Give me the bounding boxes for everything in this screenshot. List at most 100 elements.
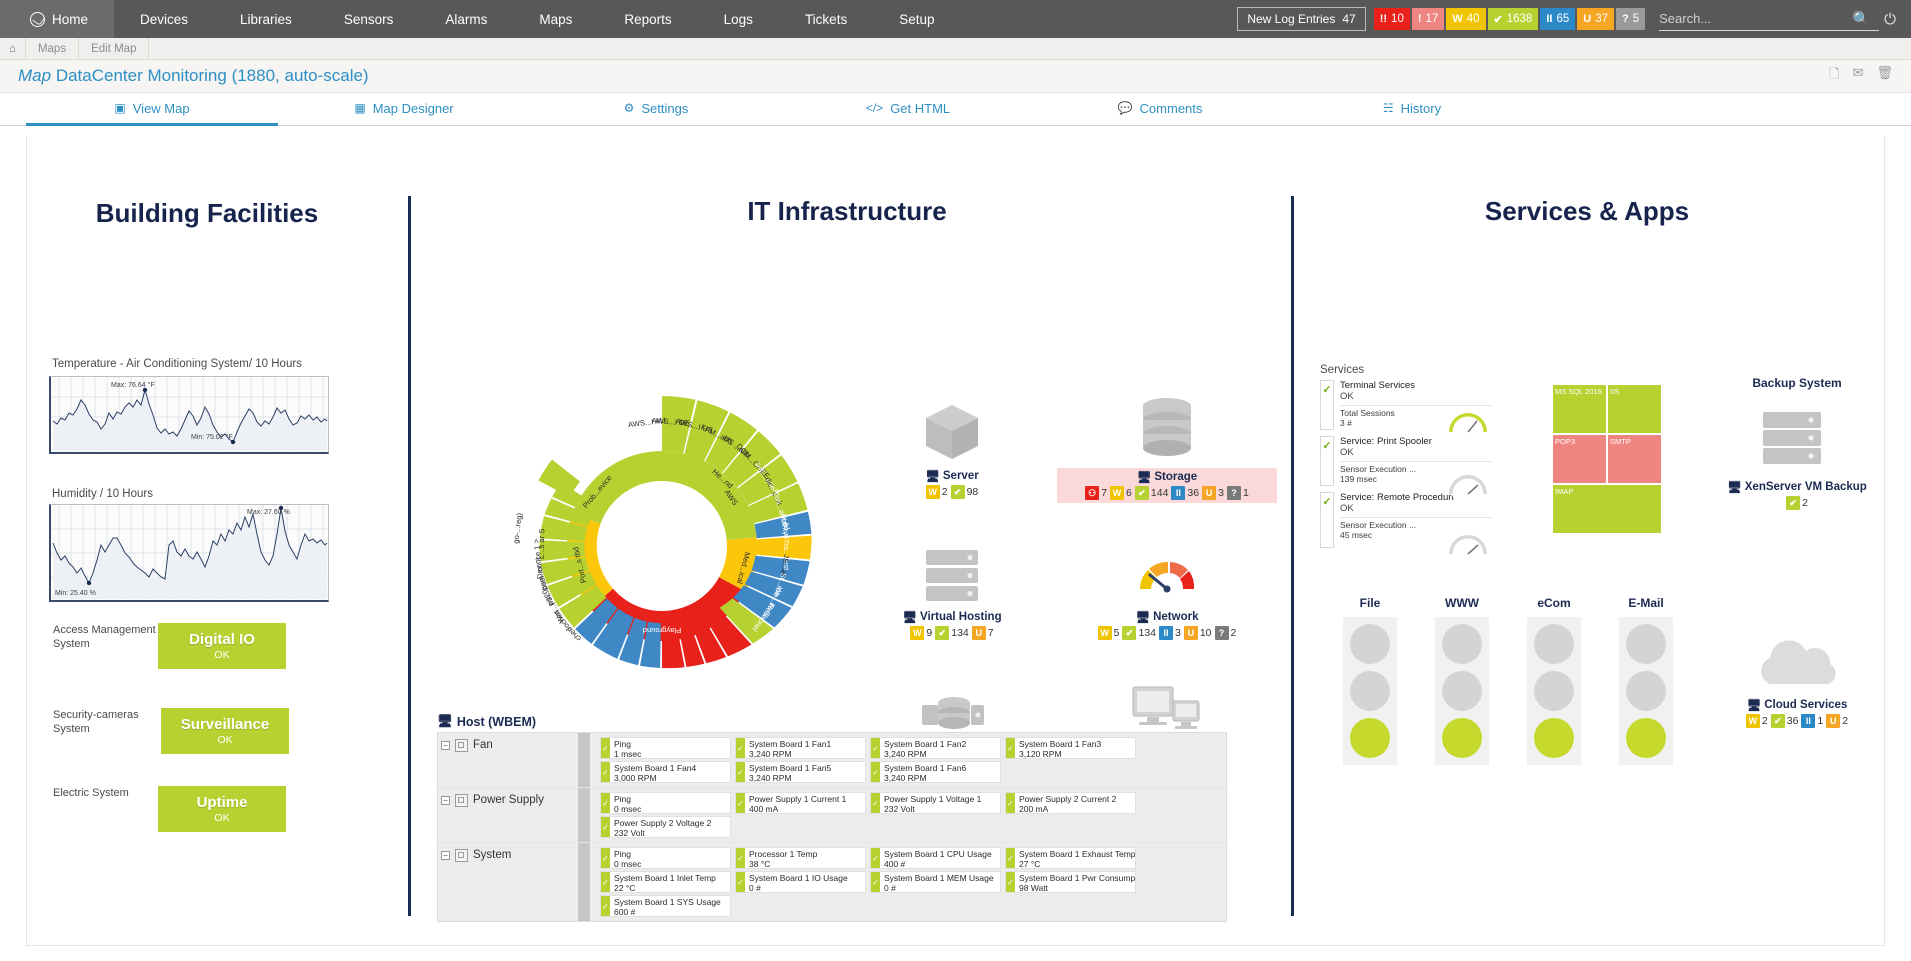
delete-icon[interactable]: 🗑 [1876,65,1893,80]
wbem-group-header-power-supply[interactable]: − Power Supply [438,788,578,842]
status-badge-unknown[interactable]: ? 5 [1615,8,1646,30]
status-badge-paused[interactable]: II 65 [1540,8,1576,30]
sensor-cell[interactable]: ✓ System Board 1 SYS Usage 600 # [600,895,731,917]
status-dot[interactable] [1442,718,1482,758]
sunburst-outer-chen[interactable] [559,585,607,628]
tile-surveillance[interactable]: Surveillance OK [161,708,289,754]
service-item-terminal-services[interactable]: ✓ Terminal Services OK Total Sessions 3 … [1320,380,1492,430]
expander-icon-fan[interactable]: − [441,741,450,750]
status-dot[interactable] [1534,718,1574,758]
sensor-cell[interactable]: ✓ Power Supply 2 Voltage 2 232 Volt [600,816,731,838]
expander-icon-power-supply[interactable]: − [441,796,450,805]
sunburst-outer-aws-au[interactable] [662,396,696,454]
sensor-cell[interactable]: ✓ Ping 0 msec [600,847,731,869]
tab-comments[interactable]: 💬 Comments [1034,93,1286,126]
sunburst-outer-device-1[interactable] [544,498,592,526]
sunburst-outer-plan-anced[interactable] [751,555,810,585]
app-column-ecom[interactable]: eCom [1509,596,1599,765]
sunburst-outer-pae-com[interactable] [539,516,588,542]
nav-item-maps[interactable]: Maps [513,0,598,38]
sunburst-outer-dcm-cheese[interactable] [748,483,808,524]
device-group-server[interactable]: 🖥 Server W 2 ✔ 98 [877,401,1027,499]
treemap-database-services[interactable]: MS SQL 2016 IIS POP3 SMTP IMAP [1552,384,1662,534]
sunburst-inner-aws[interactable] [662,451,757,540]
sensor-cell[interactable]: ✓ System Board 1 Fan4 3,000 RPM [600,761,731,783]
tab-history[interactable]: ☵ History [1286,93,1538,126]
sunburst-outer-resi[interactable] [677,620,705,667]
expander-icon-system[interactable]: − [441,851,450,860]
gauge-terminal-services[interactable] [1445,404,1491,438]
service-item-print-spooler[interactable]: ✓ Service: Print Spooler OK Sensor Execu… [1320,436,1492,486]
breadcrumb-item-maps[interactable]: Maps [26,38,80,59]
wbem-group-power-supply[interactable]: − Power Supply ✓ Ping 0 msec ✓ Power Supply… [438,788,1226,843]
sensor-cell[interactable]: ✓ Power Supply 1 Voltage 1 232 Volt [870,792,1001,814]
tab-settings[interactable]: ⚙ Settings [530,93,782,126]
tab-map-designer[interactable]: ▦ Map Designer [278,93,530,126]
tile-uptime[interactable]: Uptime OK [158,786,286,832]
search-icon[interactable]: 🔍 [1852,10,1871,28]
humidity-graph[interactable]: Max: 27.60 % Min: 25.40 % [49,504,329,602]
gauge-remote-procedure-call[interactable] [1445,526,1491,560]
sensor-cell[interactable]: ✓ System Board 1 Fan2 3,240 RPM [870,737,1001,759]
status-dot[interactable] [1350,718,1390,758]
sunburst-outer-dico-uk[interactable] [755,535,812,560]
sunburst-outer-son-wall[interactable] [640,621,661,668]
nav-item-libraries[interactable]: Libraries [214,0,318,38]
wbem-group-system[interactable]: − System ✓ Ping 0 msec ✓ Processor 1 Temp 38… [438,843,1226,921]
nav-item-devices[interactable]: Devices [114,0,214,38]
new-log-entries-button[interactable]: New Log Entries 47 [1237,7,1366,31]
sunburst-outer-as-tra-test[interactable] [733,585,792,628]
sunburst-outer-st-rue[interactable] [703,608,752,657]
backup-rack[interactable] [1759,408,1825,473]
device-group-xenserver-backup[interactable]: 🖥 XenServer VM Backup ✔ 2 [1707,480,1887,510]
status-dot[interactable] [1534,624,1574,664]
wbem-group-header-system[interactable]: − System [438,843,578,921]
copy-icon[interactable]: 🗋 [1829,66,1840,81]
app-column-file[interactable]: File [1325,596,1415,765]
nav-item-setup[interactable]: Setup [873,0,960,38]
status-dot[interactable] [1534,671,1574,711]
sensor-cell[interactable]: ✓ Ping 0 msec [600,792,731,814]
sensor-cell[interactable]: ✓ Power Supply 2 Current 2 200 mA [1005,792,1136,814]
mail-icon[interactable]: ✉ [1852,65,1864,80]
tile-digital-io[interactable]: Digital IO OK [158,623,286,669]
breadcrumb-item-edit-map[interactable]: Edit Map [79,38,150,59]
sunburst-outer-aws-us[interactable] [705,412,757,473]
sensor-cell[interactable]: ✓ System Board 1 Fan5 3,240 RPM [735,761,866,783]
gauge-print-spooler[interactable] [1445,466,1491,500]
sunburst-outer-planty4[interactable] [744,571,803,607]
sunburst-outer-jochen[interactable] [547,571,597,607]
sunburst-outer-aws-de[interactable] [684,400,729,461]
sensor-cell[interactable]: ✓ Processor 1 Temp 38 °C [735,847,866,869]
sunburst-chart[interactable]: Prob...evice Port...s tbd Playground Med… [497,381,827,711]
status-dot[interactable] [1626,718,1666,758]
status-dot[interactable] [1350,671,1390,711]
treemap-cell-imap[interactable]: IMAP [1552,484,1662,534]
sunburst-outer-wat-p320[interactable] [540,556,589,585]
sensor-cell[interactable]: ✓ Power Supply 1 Current 1 400 mA [735,792,866,814]
sensor-cell[interactable]: ✓ System Board 1 Fan3 3,120 RPM [1005,737,1136,759]
nav-item-home[interactable]: Home [0,0,115,38]
nav-item-reports[interactable]: Reports [598,0,697,38]
service-item-remote-procedure-call[interactable]: ✓ Service: Remote Procedure C... OK Sens… [1320,492,1492,548]
sensor-cell[interactable]: ✓ System Board 1 IO Usage 0 # [735,871,866,893]
wbem-group-fan[interactable]: − Fan ✓ Ping 1 msec ✓ System Board 1 Fan1 3,… [438,733,1226,788]
nav-item-tickets[interactable]: Tickets [779,0,873,38]
status-badge-unusual[interactable]: U 37 [1577,8,1614,30]
temperature-graph[interactable]: Max: 76.64 °F Min: 75.02 °F [49,376,329,454]
wbem-group-header-fan[interactable]: − Fan [438,733,578,787]
sunburst-outer-go-reg[interactable] [538,459,581,498]
status-badge-up[interactable]: ✔ 1638 [1487,8,1539,30]
sunburst-outer-js-all[interactable] [719,598,774,644]
sunburst-outer-gabriel[interactable] [662,622,685,669]
power-icon[interactable]: ⏻ [1884,10,1896,28]
tab-view-map[interactable]: ▣ View Map [26,93,278,126]
treemap-cell-smtp[interactable]: SMTP [1607,434,1662,484]
status-dot[interactable] [1626,624,1666,664]
sunburst-outer-led-robe[interactable] [593,608,634,659]
sensor-cell[interactable]: ✓ System Board 1 Fan1 3,240 RPM [735,737,866,759]
status-badge-down[interactable]: !! 10 [1373,8,1410,30]
